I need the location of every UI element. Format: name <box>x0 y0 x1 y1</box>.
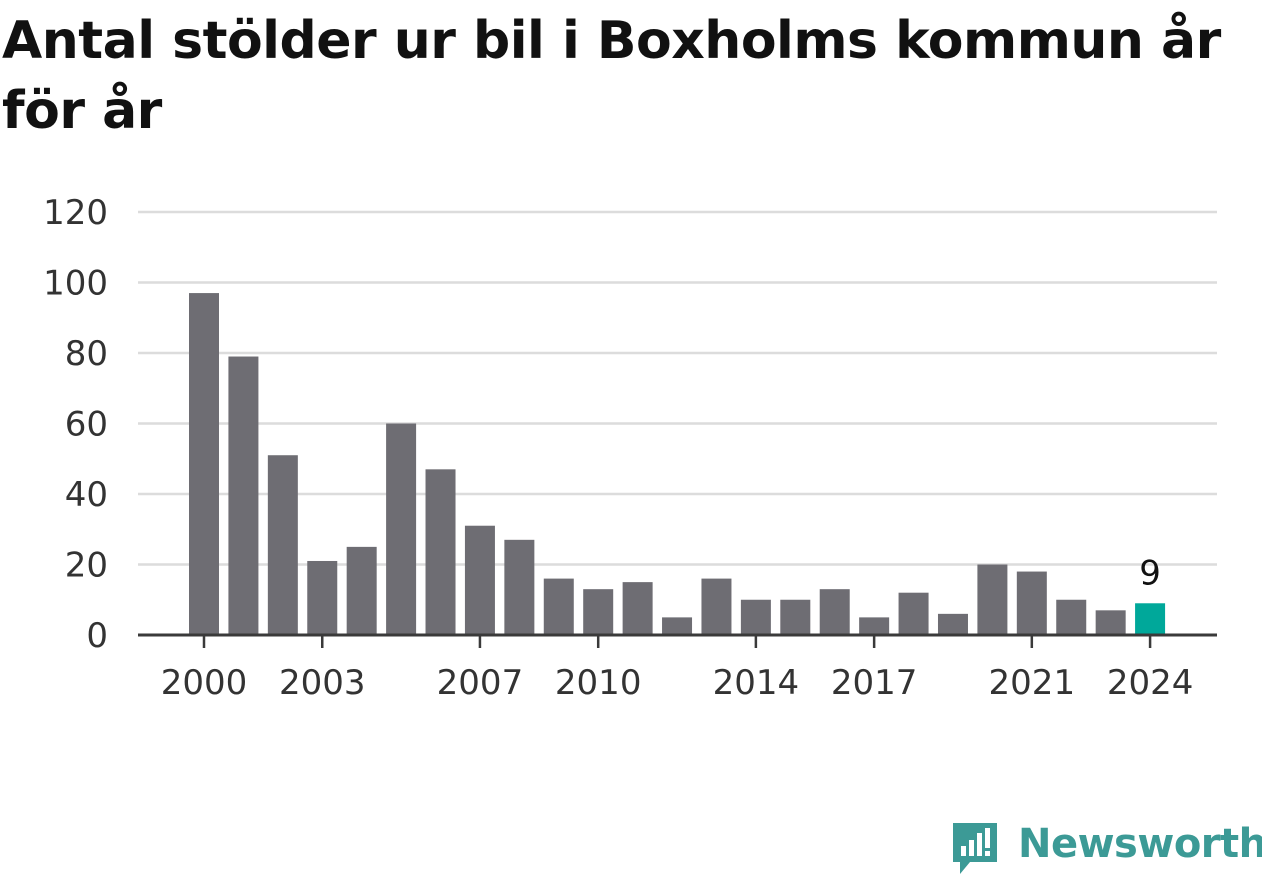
bar-2003 <box>307 560 338 635</box>
bar-2008 <box>504 539 535 635</box>
bar-2005 <box>386 423 417 635</box>
x-tick-label: 2000 <box>161 663 248 703</box>
bar-2004 <box>346 546 377 635</box>
y-tick-label: 0 <box>86 616 108 656</box>
labels: 0 20 40 60 80 100 120 9 2000 2003 2007 2010 2014 2017… <box>43 193 1193 703</box>
bar-2020 <box>977 564 1008 635</box>
bar-2021 <box>1016 571 1047 635</box>
brand-name: Newsworthy <box>1018 821 1262 867</box>
x-tick-label: 2003 <box>279 663 366 703</box>
bar-2002 <box>267 455 298 635</box>
y-tick-label: 40 <box>65 475 108 515</box>
bar-2012 <box>662 617 693 635</box>
bar-2018 <box>898 592 929 635</box>
bar-2023 <box>1095 610 1126 635</box>
highlight-value-label: 9 <box>1139 553 1161 593</box>
y-tick-label: 20 <box>65 546 108 586</box>
bar-2000 <box>189 293 219 635</box>
bar-2014 <box>740 599 771 635</box>
y-tick-label: 100 <box>43 264 108 304</box>
bar-2013 <box>701 578 732 635</box>
y-tick-label: 80 <box>65 334 108 374</box>
bar-2017 <box>859 617 890 635</box>
x-tick-label: 2024 <box>1107 663 1194 703</box>
bar-2022 <box>1056 599 1087 635</box>
axes <box>138 633 1217 648</box>
y-tick-label: 60 <box>65 405 108 445</box>
bar-2010 <box>583 589 614 635</box>
newsworthy-logo-icon <box>953 823 997 874</box>
x-tick-label: 2021 <box>989 663 1076 703</box>
bar-2016 <box>819 589 850 635</box>
bars <box>189 293 1166 635</box>
x-tick-label: 2017 <box>831 663 918 703</box>
bar-2015 <box>780 599 811 635</box>
bar-2007 <box>464 525 495 635</box>
chart-title: Antal stölder ur bil i Boxholms kommun å… <box>2 11 1221 141</box>
bar-2019 <box>937 613 968 635</box>
newsworthy-brand: Newsworthy <box>950 818 1262 878</box>
x-tick-label: 2007 <box>437 663 524 703</box>
bar-2024 <box>1135 603 1166 635</box>
x-tick-label: 2010 <box>555 663 642 703</box>
gridlines <box>138 210 1217 566</box>
bar-2006 <box>425 469 456 635</box>
y-tick-label: 120 <box>43 193 108 233</box>
bar-2009 <box>543 578 574 635</box>
x-tick-label: 2014 <box>713 663 800 703</box>
bar-2001 <box>228 356 259 635</box>
bar-2011 <box>622 582 653 635</box>
